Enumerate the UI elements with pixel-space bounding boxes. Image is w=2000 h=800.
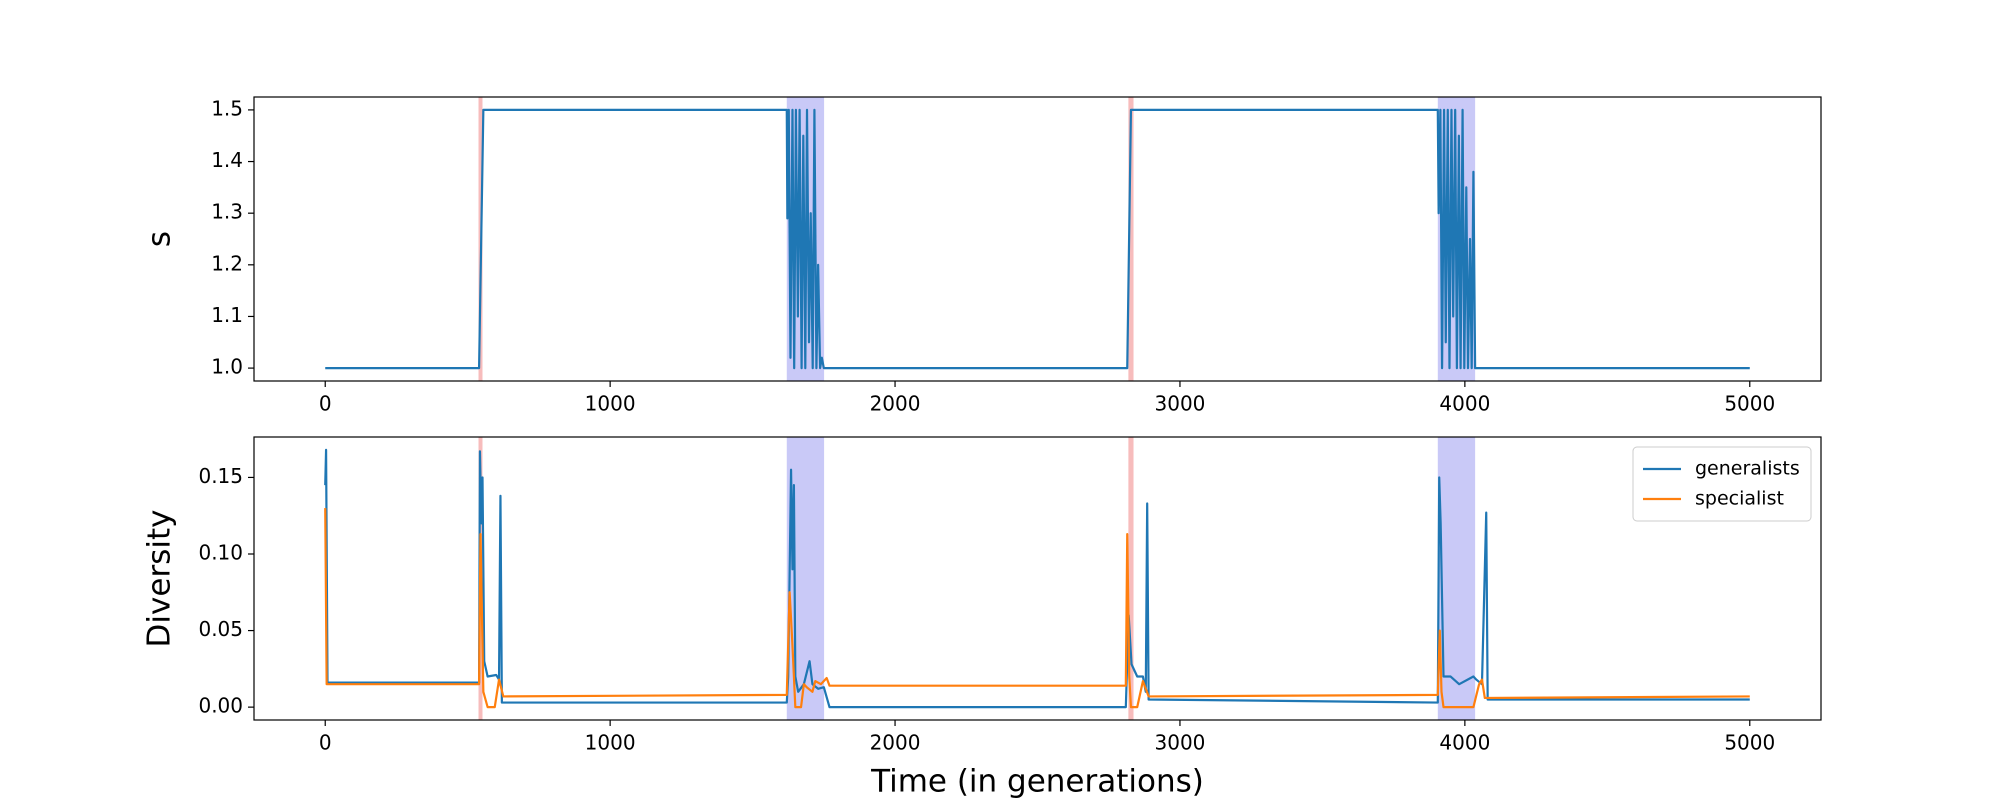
x-tick-label: 1000 (585, 731, 636, 755)
x-tick-label: 4000 (1439, 731, 1490, 755)
x-tick-label: 3000 (1155, 392, 1206, 416)
x-tick-label: 4000 (1439, 392, 1490, 416)
x-tick-label: 5000 (1724, 731, 1775, 755)
legend: generalists specialist (1632, 446, 1812, 522)
y-axis-label: Diversity (142, 510, 178, 648)
y-tick-label: 1.2 (211, 251, 243, 275)
y-tick-label: 0.05 (198, 617, 243, 641)
y-tick-label: 1.0 (211, 355, 243, 379)
series-line (324, 448, 1750, 709)
x-tick-label: 2000 (870, 392, 921, 416)
y-tick-label: 1.1 (211, 303, 243, 327)
x-tick-label: 0 (319, 731, 332, 755)
x-tick-label: 5000 (1724, 392, 1775, 416)
legend-box (1632, 446, 1812, 522)
series-line (324, 508, 1750, 709)
axes-frame (253, 96, 1822, 382)
x-axis-label: Time (in generations) (870, 764, 1204, 800)
highlight-span (1128, 97, 1134, 381)
x-tick-label: 3000 (1155, 731, 1206, 755)
y-tick-label: 1.4 (211, 148, 243, 172)
y-tick-label: 0.10 (198, 540, 243, 564)
highlight-span (1128, 437, 1134, 720)
x-tick-label: 0 (319, 392, 332, 416)
series-line (325, 108, 1750, 370)
y-tick-label: 0.00 (198, 694, 243, 718)
y-tick-label: 1.5 (211, 96, 243, 120)
y-axis-label: s (142, 231, 178, 247)
legend-label: specialist (1695, 488, 1784, 510)
y-tick-label: 1.3 (211, 200, 243, 224)
legend-label: generalists (1695, 458, 1800, 480)
x-tick-label: 2000 (870, 731, 921, 755)
y-tick-label: 0.15 (198, 464, 243, 488)
axes-frame (253, 436, 1822, 721)
x-tick-label: 1000 (585, 392, 636, 416)
